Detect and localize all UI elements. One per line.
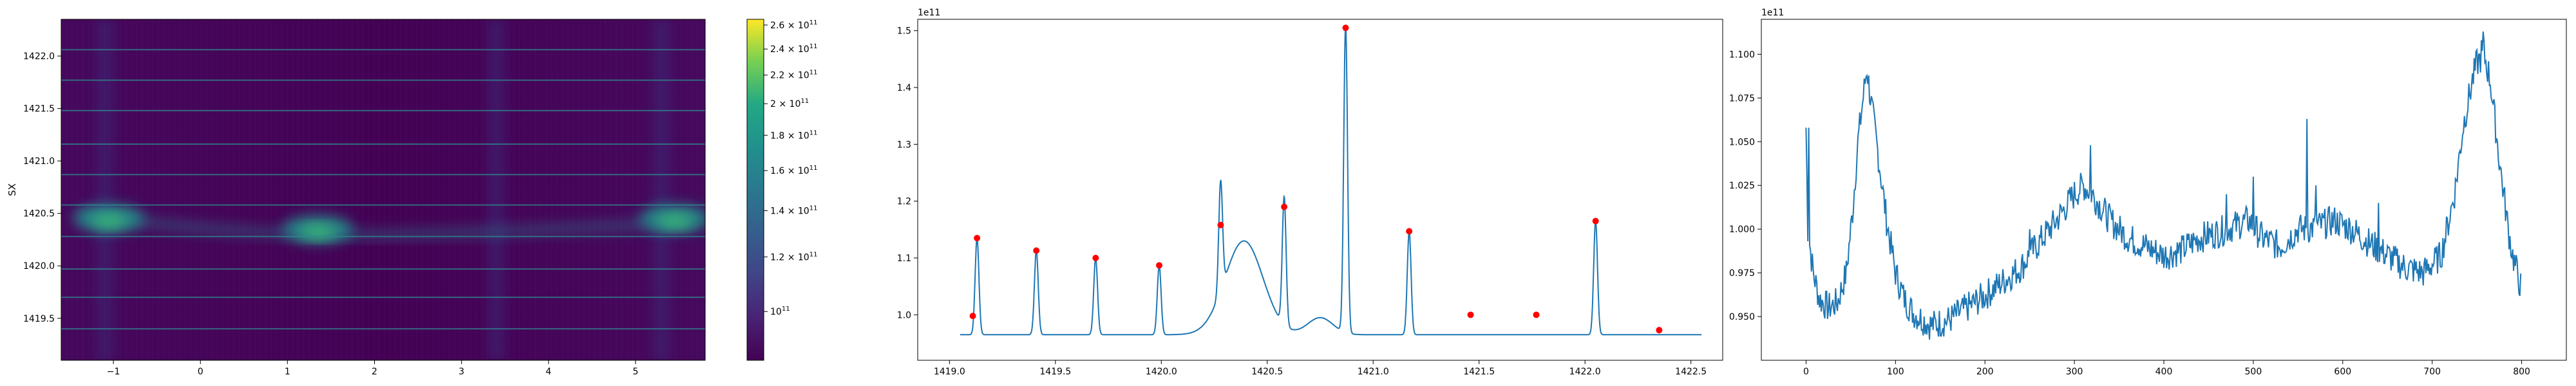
heatmap-vertical-band [95, 19, 114, 360]
heatmap-y-tick-label: 1420.5 [23, 209, 55, 219]
peak-marker [1156, 262, 1162, 269]
colorbar-ticks: 1011 1.2 × 1011 1.4 × 1011 1.6 × 1011 1.8 × … [764, 19, 817, 317]
spectrum-y-tick-label: 1.2 [897, 197, 911, 207]
profile-y-tick-label: 1.075 [1729, 93, 1755, 104]
heatmap-background [61, 19, 705, 360]
peak-marker [1406, 228, 1413, 235]
profile-line [1805, 31, 2522, 340]
profile-y-axis: 0.950 0.975 1.000 1.025 1.050 1.075 1.100 [1729, 50, 1761, 322]
profile-x-axis: 0 100 200 300 400 500 600 700 800 [1803, 360, 2530, 377]
profile-x-tick-label: 200 [1976, 367, 1994, 377]
colorbar: 1011 1.2 × 1011 1.4 × 1011 1.6 × 1011 1.8 × … [746, 19, 817, 361]
heatmap-hotspot-core [92, 214, 126, 228]
profile-y-tick-label: 1.000 [1729, 225, 1755, 235]
heatmap-y-axis-label: SX [6, 183, 18, 196]
spectrum-x-tick-label: 1420.5 [1251, 367, 1283, 377]
colorbar-tick-label: 1.6 × 1011 [770, 165, 817, 176]
spectrum-x-tick-label: 1422.0 [1569, 367, 1601, 377]
colorbar-gradient [746, 19, 764, 361]
peak-marker [1033, 247, 1040, 254]
heatmap-y-tick-label: 1422.0 [23, 51, 55, 62]
colorbar-tick-label: 1.8 × 1011 [770, 129, 817, 141]
heatmap-y-axis: 1419.5 1420.0 1420.5 1421.0 1421.5 1422.0 [23, 51, 61, 324]
profile-x-tick-label: 300 [2066, 367, 2083, 377]
colorbar-tick-label: 2 × 1011 [770, 98, 809, 109]
spectrum-y-tick-label: 1.4 [897, 83, 911, 93]
profile-x-tick-label: 0 [1803, 367, 1809, 377]
peak-marker [1656, 327, 1663, 334]
profile-x-tick-label: 100 [1887, 367, 1904, 377]
peak-marker [1217, 221, 1224, 228]
spectrum-y-axis: 1.0 1.1 1.2 1.3 1.4 1.5 [897, 26, 918, 320]
peak-marker [1342, 24, 1349, 32]
spectrum-line [960, 25, 1702, 336]
heatmap-y-tick-label: 1421.5 [23, 104, 55, 115]
heatmap-x-tick-label: 3 [459, 367, 464, 377]
heatmap-vertical-band [652, 19, 671, 360]
heatmap-content [61, 19, 705, 360]
profile-x-tick-label: 700 [2423, 367, 2441, 377]
heatmap-y-tick-label: 1419.5 [23, 314, 55, 324]
colorbar-tick-label: 1.4 × 1011 [770, 205, 817, 216]
heatmap-x-tick-label: 2 [372, 367, 377, 377]
spectrum-y-tick-label: 1.3 [897, 140, 911, 150]
peak-marker [1592, 217, 1599, 225]
profile-y-tick-label: 1.025 [1729, 181, 1755, 191]
peak-marker [1092, 255, 1099, 261]
heatmap-y-tick-label: 1420.0 [23, 261, 55, 271]
peak-marker [1533, 311, 1540, 318]
peak-marker [969, 313, 976, 320]
spectrum-y-tick-label: 1.1 [897, 253, 911, 264]
peak-marker [1281, 203, 1288, 210]
heatmap-hotspot-core [658, 214, 692, 228]
heatmap-frame [61, 19, 706, 361]
profile-panel: 1e11 0 100 200 300 400 500 600 700 800 0.950 0.97… [1729, 8, 2567, 377]
heatmap-y-tick-label: 1421.0 [23, 156, 55, 167]
profile-y-tick-label: 1.100 [1729, 50, 1755, 60]
profile-y-tick-label: 1.050 [1729, 137, 1755, 147]
spectrum-x-tick-label: 1420.0 [1146, 367, 1177, 377]
spectrum-frame [917, 19, 1723, 361]
heatmap-x-tick-label: 1 [285, 367, 290, 377]
profile-x-tick-label: 400 [2155, 367, 2173, 377]
spectrum-x-tick-label: 1419.5 [1039, 367, 1071, 377]
heatmap-x-tick-label: 0 [198, 367, 204, 377]
profile-x-tick-label: 500 [2245, 367, 2262, 377]
profile-y-tick-label: 0.950 [1729, 312, 1755, 322]
profile-x-tick-label: 800 [2513, 367, 2530, 377]
colorbar-tick-label: 1.2 × 1011 [770, 251, 817, 262]
spectrum-x-tick-label: 1419.0 [934, 367, 965, 377]
colorbar-tick-label: 2.2 × 1011 [770, 69, 817, 81]
peak-marker [1467, 311, 1474, 318]
spectrum-offset-label: 1e11 [918, 8, 940, 18]
spectrum-y-tick-label: 1.5 [897, 26, 911, 37]
heatmap-x-axis: −1 0 1 2 3 4 5 [107, 360, 638, 377]
spectrum-x-axis: 1419.0 1419.5 1420.0 1420.5 1421.0 1421.5 1422… [934, 360, 1707, 377]
colorbar-tick-label: 2.4 × 1011 [770, 43, 817, 55]
peak-markers [969, 24, 1663, 334]
heatmap-x-tick-label: 4 [545, 367, 551, 377]
profile-offset-label: 1e11 [1761, 8, 1784, 18]
heatmap-x-tick-label: 5 [632, 367, 638, 377]
spectrum-y-tick-label: 1.0 [897, 310, 911, 320]
colorbar-tick-label: 2.6 × 1011 [770, 19, 817, 31]
heatmap-vertical-band [487, 19, 506, 360]
profile-y-tick-label: 0.975 [1729, 268, 1755, 279]
spectrum-x-tick-label: 1421.5 [1463, 367, 1495, 377]
peak-marker [974, 235, 981, 242]
spectrum-x-tick-label: 1421.0 [1358, 367, 1389, 377]
colorbar-tick-label: 1011 [770, 306, 790, 317]
heatmap-x-tick-label: −1 [107, 367, 120, 377]
heatmap-hotspot-core [301, 225, 335, 239]
spectrum-panel: 1e11 1419.0 1419.5 1420.0 1420.5 1421.0 1421.… [897, 8, 1723, 377]
spectrum-x-tick-label: 1422.5 [1675, 367, 1707, 377]
heatmap-panel: −1 0 1 2 3 4 5 1419.51420.01420.51421.01421.51… [6, 19, 706, 377]
profile-x-tick-label: 600 [2334, 367, 2351, 377]
